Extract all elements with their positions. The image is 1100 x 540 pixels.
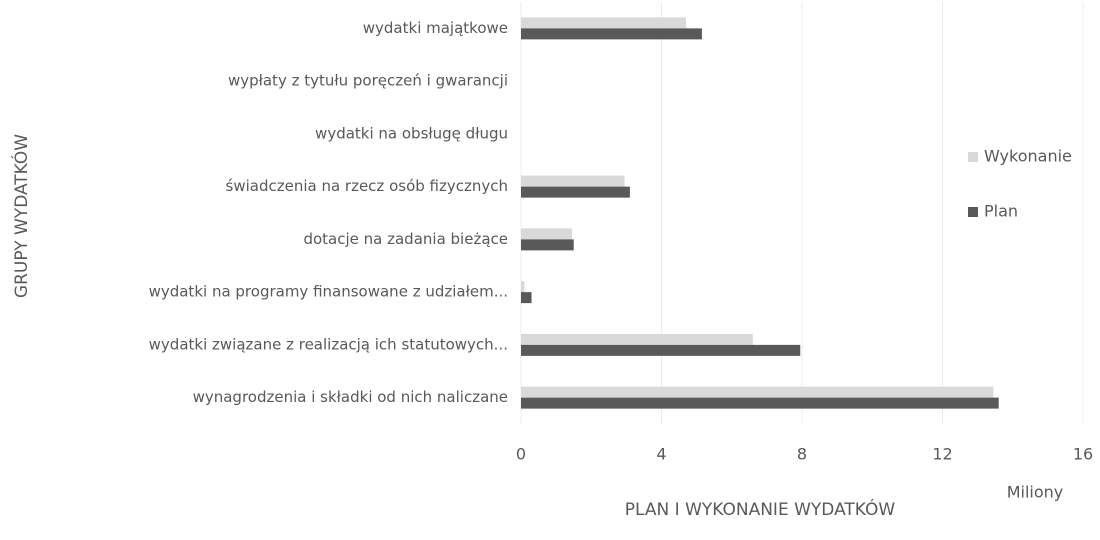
bar <box>521 386 994 398</box>
y-tick-label: wydatki związane z realizacją ich statut… <box>149 335 508 353</box>
x-tick-label: 8 <box>797 445 807 464</box>
x-unit-label: Miliony <box>1007 483 1064 502</box>
legend-marker <box>968 152 978 162</box>
x-axis-title: PLAN I WYKONANIE WYDATKÓW <box>625 498 896 520</box>
bar <box>521 239 574 251</box>
legend-label: Wykonanie <box>984 147 1072 166</box>
x-tick-label: 12 <box>932 445 952 464</box>
x-tick-label: 0 <box>516 445 526 464</box>
y-tick-label: świadczenia na rzecz osób fizycznych <box>226 177 509 195</box>
y-axis-title: GRUPY WYDATKÓW <box>10 134 32 298</box>
y-tick-label: wydatki na obsługę długu <box>315 124 508 142</box>
bar <box>521 344 801 356</box>
x-tick-label: 4 <box>656 445 666 464</box>
y-tick-label: wypłaty z tytułu poręczeń i gwarancji <box>228 72 508 90</box>
y-tick-label: wydatki majątkowe <box>363 19 508 37</box>
bar <box>521 333 753 345</box>
bar <box>521 228 572 240</box>
y-tick-label: wynagrodzenia i składki od nich naliczan… <box>193 388 508 406</box>
x-tick-label: 16 <box>1073 445 1093 464</box>
y-tick-label: wydatki na programy finansowane z udział… <box>149 283 508 301</box>
bar <box>521 292 532 304</box>
y-tick-label: dotacje na zadania bieżące <box>303 230 508 248</box>
legend-label: Plan <box>984 202 1018 221</box>
bar <box>521 175 625 187</box>
bar <box>521 281 525 293</box>
bar <box>521 17 687 29</box>
bar <box>521 186 630 198</box>
bar <box>521 397 999 409</box>
legend-marker <box>968 207 978 217</box>
bar <box>521 28 702 40</box>
